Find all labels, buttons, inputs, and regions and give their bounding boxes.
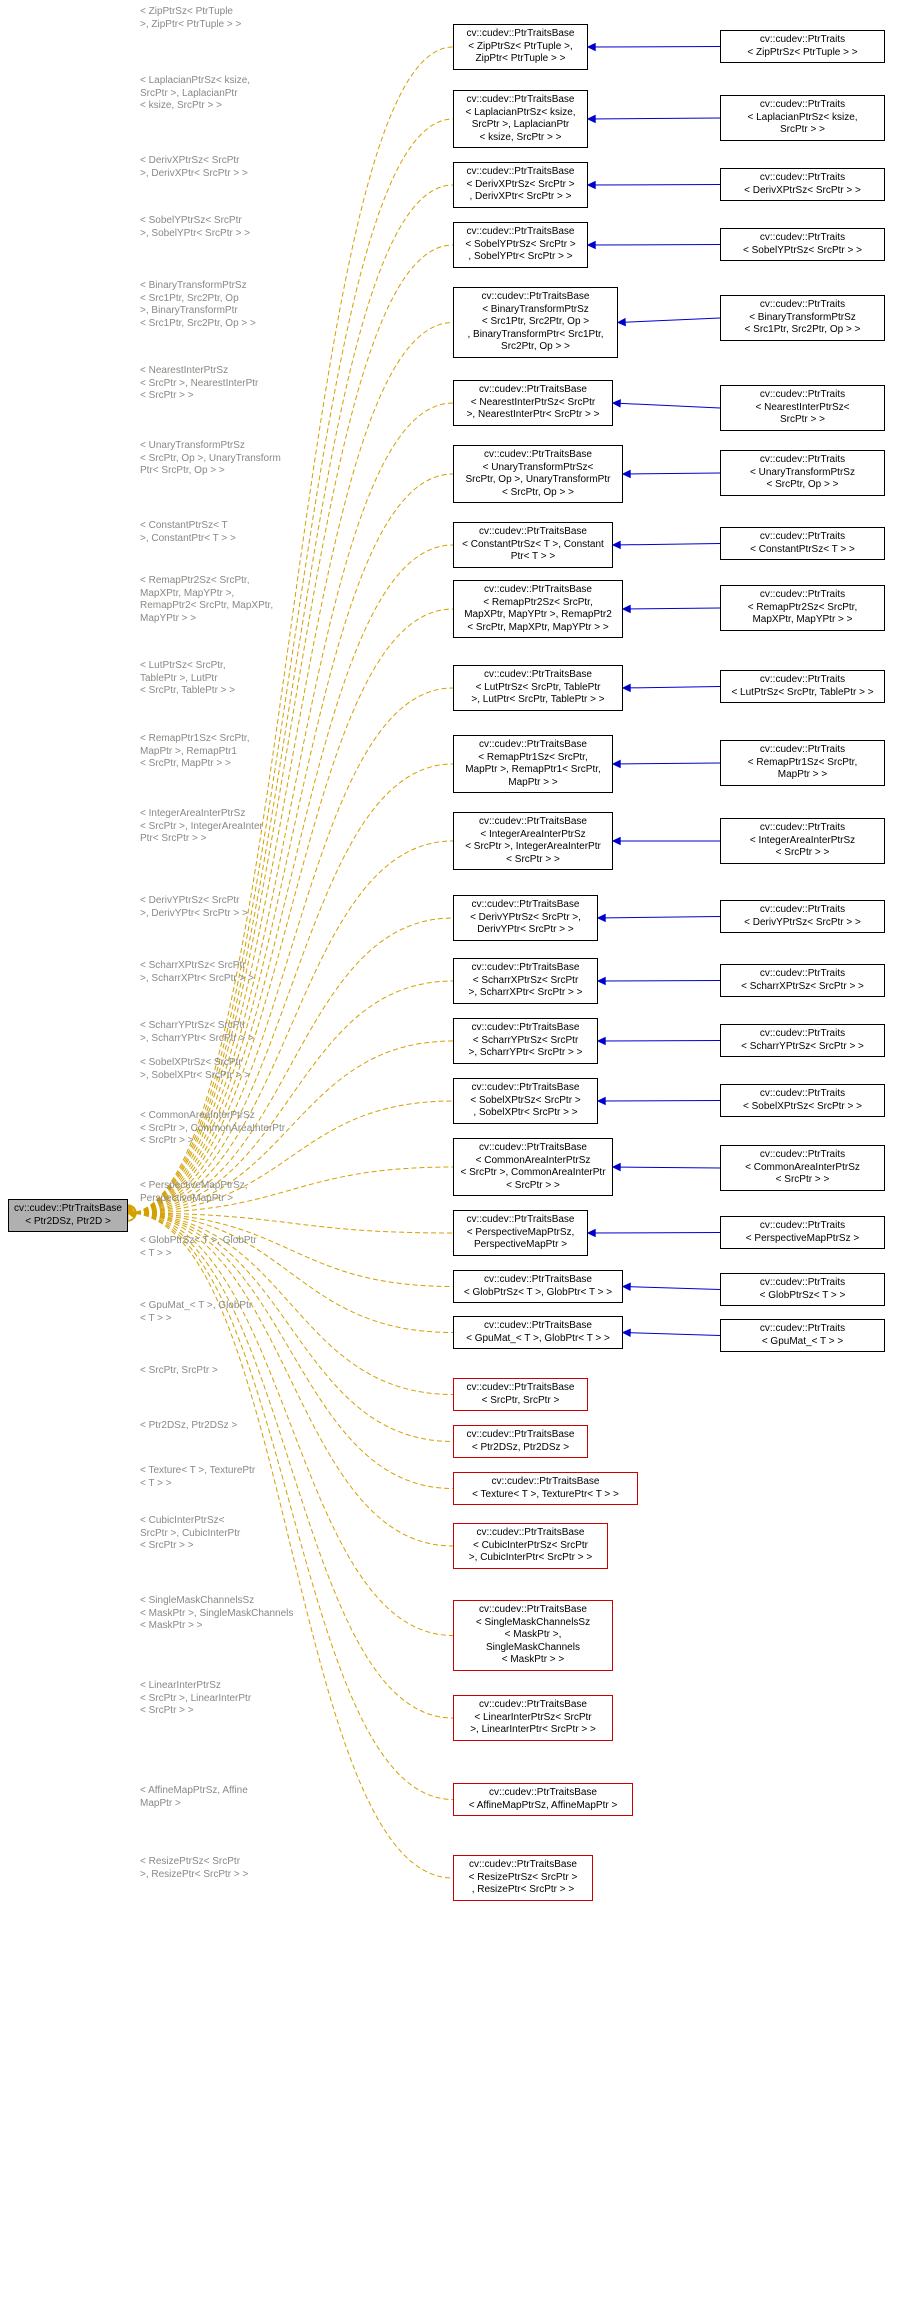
diagram-node[interactable]: cv::cudev::PtrTraitsBase< IntegerAreaInt… xyxy=(453,812,613,870)
diagram-node[interactable]: cv::cudev::PtrTraits< DerivXPtrSz< SrcPt… xyxy=(720,168,885,201)
diagram-node[interactable]: cv::cudev::PtrTraits< NearestInterPtrSz<… xyxy=(720,385,885,431)
diagram-node[interactable]: cv::cudev::PtrTraitsBase< SrcPtr, SrcPtr… xyxy=(453,1378,588,1411)
edge-label: < SobelYPtrSz< SrcPtr>, SobelYPtr< SrcPt… xyxy=(140,215,250,240)
diagram-node[interactable]: cv::cudev::PtrTraitsBase< ResizePtrSz< S… xyxy=(453,1855,593,1901)
diagram-node[interactable]: cv::cudev::PtrTraitsBase< DerivYPtrSz< S… xyxy=(453,895,598,941)
edge-label: < ScharrXPtrSz< SrcPtr>, ScharrXPtr< Src… xyxy=(140,960,254,985)
edge-label: < ConstantPtrSz< T>, ConstantPtr< T > > xyxy=(140,520,236,545)
edge-label: < NearestInterPtrSz< SrcPtr >, NearestIn… xyxy=(140,365,258,403)
edge-label: < RemapPtr1Sz< SrcPtr,MapPtr >, RemapPtr… xyxy=(140,733,250,771)
edge-label: < SingleMaskChannelsSz< MaskPtr >, Singl… xyxy=(140,1595,293,1633)
diagram-node[interactable]: cv::cudev::PtrTraits< SobelXPtrSz< SrcPt… xyxy=(720,1084,885,1117)
diagram-node[interactable]: cv::cudev::PtrTraitsBase< RemapPtr2Sz< S… xyxy=(453,580,623,638)
diagram-node[interactable]: cv::cudev::PtrTraitsBase< LutPtrSz< SrcP… xyxy=(453,665,623,711)
diagram-node[interactable]: cv::cudev::PtrTraitsBase< DerivXPtrSz< S… xyxy=(453,162,588,208)
diagram-node[interactable]: cv::cudev::PtrTraits< UnaryTransformPtrS… xyxy=(720,450,885,496)
edge-label: < LaplacianPtrSz< ksize,SrcPtr >, Laplac… xyxy=(140,75,250,113)
diagram-node[interactable]: cv::cudev::PtrTraitsBase< NearestInterPt… xyxy=(453,380,613,426)
edge-label: < LutPtrSz< SrcPtr,TablePtr >, LutPtr< S… xyxy=(140,660,235,698)
edge-label: < UnaryTransformPtrSz< SrcPtr, Op >, Una… xyxy=(140,440,281,478)
diagram-node[interactable]: cv::cudev::PtrTraitsBase< ScharrXPtrSz< … xyxy=(453,958,598,1004)
diagram-node[interactable]: cv::cudev::PtrTraitsBase< ZipPtrSz< PtrT… xyxy=(453,24,588,70)
diagram-node[interactable]: cv::cudev::PtrTraitsBase< SingleMaskChan… xyxy=(453,1600,613,1671)
diagram-node[interactable]: cv::cudev::PtrTraitsBase< LaplacianPtrSz… xyxy=(453,90,588,148)
diagram-node[interactable]: cv::cudev::PtrTraits< GpuMat_< T > > xyxy=(720,1319,885,1352)
diagram-node[interactable]: cv::cudev::PtrTraitsBase< SobelYPtrSz< S… xyxy=(453,222,588,268)
edge-label: < SobelXPtrSz< SrcPtr>, SobelXPtr< SrcPt… xyxy=(140,1057,250,1082)
edge-label: < ZipPtrSz< PtrTuple>, ZipPtr< PtrTuple … xyxy=(140,6,241,31)
diagram-node[interactable]: cv::cudev::PtrTraits< SobelYPtrSz< SrcPt… xyxy=(720,228,885,261)
edge-label: < DerivXPtrSz< SrcPtr>, DerivXPtr< SrcPt… xyxy=(140,155,248,180)
diagram-node[interactable]: cv::cudev::PtrTraits< PerspectiveMapPtrS… xyxy=(720,1216,885,1249)
edge-label: < LinearInterPtrSz< SrcPtr >, LinearInte… xyxy=(140,1680,251,1718)
diagram-node[interactable]: cv::cudev::PtrTraits< ConstantPtrSz< T >… xyxy=(720,527,885,560)
edge-label: < Ptr2DSz, Ptr2DSz > xyxy=(140,1420,237,1433)
edge-label: < GpuMat_< T >, GlobPtr< T > > xyxy=(140,1300,252,1325)
diagram-node[interactable]: cv::cudev::PtrTraits< GlobPtrSz< T > > xyxy=(720,1273,885,1306)
diagram-node[interactable]: cv::cudev::PtrTraits< BinaryTransformPtr… xyxy=(720,295,885,341)
edge-label: < ScharrYPtrSz< SrcPtr>, ScharrYPtr< Src… xyxy=(140,1020,254,1045)
diagram-node[interactable]: cv::cudev::PtrTraits< RemapPtr1Sz< SrcPt… xyxy=(720,740,885,786)
edge-label: < GlobPtrSz< T >, GlobPtr< T > > xyxy=(140,1235,257,1260)
diagram-node[interactable]: cv::cudev::PtrTraits< RemapPtr2Sz< SrcPt… xyxy=(720,585,885,631)
diagram-node[interactable]: cv::cudev::PtrTraitsBase< ScharrYPtrSz< … xyxy=(453,1018,598,1064)
edge-label: < CommonAreaInterPtrSz< SrcPtr >, Common… xyxy=(140,1110,285,1148)
diagram-node[interactable]: cv::cudev::PtrTraitsBase< SobelXPtrSz< S… xyxy=(453,1078,598,1124)
edge-label: < AffineMapPtrSz, AffineMapPtr > xyxy=(140,1785,248,1810)
diagram-node[interactable]: cv::cudev::PtrTraits< LaplacianPtrSz< ks… xyxy=(720,95,885,141)
diagram-node[interactable]: cv::cudev::PtrTraits< ScharrYPtrSz< SrcP… xyxy=(720,1024,885,1057)
diagram-node[interactable]: cv::cudev::PtrTraitsBase< Ptr2DSz, Ptr2D… xyxy=(8,1199,128,1232)
edge-label: < RemapPtr2Sz< SrcPtr,MapXPtr, MapYPtr >… xyxy=(140,575,273,625)
diagram-node[interactable]: cv::cudev::PtrTraitsBase< BinaryTransfor… xyxy=(453,287,618,358)
edge-label: < DerivYPtrSz< SrcPtr>, DerivYPtr< SrcPt… xyxy=(140,895,248,920)
edge-label: < Texture< T >, TexturePtr< T > > xyxy=(140,1465,255,1490)
edge-label: < SrcPtr, SrcPtr > xyxy=(140,1365,218,1378)
edge-label: < PerspectiveMapPtrSz,PerspectiveMapPtr … xyxy=(140,1180,248,1205)
diagram-node[interactable]: cv::cudev::PtrTraitsBase< CommonAreaInte… xyxy=(453,1138,613,1196)
diagram-node[interactable]: cv::cudev::PtrTraitsBase< ConstantPtrSz<… xyxy=(453,522,613,568)
diagram-node[interactable]: cv::cudev::PtrTraitsBase< LinearInterPtr… xyxy=(453,1695,613,1741)
diagram-node[interactable]: cv::cudev::PtrTraits< DerivYPtrSz< SrcPt… xyxy=(720,900,885,933)
edge-label: < CubicInterPtrSz<SrcPtr >, CubicInterPt… xyxy=(140,1515,240,1553)
diagram-node[interactable]: cv::cudev::PtrTraitsBase< Ptr2DSz, Ptr2D… xyxy=(453,1425,588,1458)
diagram-node[interactable]: cv::cudev::PtrTraitsBase< RemapPtr1Sz< S… xyxy=(453,735,613,793)
diagram-node[interactable]: cv::cudev::PtrTraits< CommonAreaInterPtr… xyxy=(720,1145,885,1191)
diagram-node[interactable]: cv::cudev::PtrTraitsBase< Texture< T >, … xyxy=(453,1472,638,1505)
diagram-node[interactable]: cv::cudev::PtrTraits< ScharrXPtrSz< SrcP… xyxy=(720,964,885,997)
edge-label: < IntegerAreaInterPtrSz< SrcPtr >, Integ… xyxy=(140,808,263,846)
diagram-node[interactable]: cv::cudev::PtrTraitsBase< GlobPtrSz< T >… xyxy=(453,1270,623,1303)
diagram-node[interactable]: cv::cudev::PtrTraitsBase< GpuMat_< T >, … xyxy=(453,1316,623,1349)
diagram-node[interactable]: cv::cudev::PtrTraitsBase< PerspectiveMap… xyxy=(453,1210,588,1256)
diagram-node[interactable]: cv::cudev::PtrTraits< ZipPtrSz< PtrTuple… xyxy=(720,30,885,63)
diagram-node[interactable]: cv::cudev::PtrTraitsBase< CubicInterPtrS… xyxy=(453,1523,608,1569)
diagram-node[interactable]: cv::cudev::PtrTraitsBase< UnaryTransform… xyxy=(453,445,623,503)
edge-label: < ResizePtrSz< SrcPtr>, ResizePtr< SrcPt… xyxy=(140,1856,248,1881)
diagram-node[interactable]: cv::cudev::PtrTraitsBase< AffineMapPtrSz… xyxy=(453,1783,633,1816)
diagram-node[interactable]: cv::cudev::PtrTraits< IntegerAreaInterPt… xyxy=(720,818,885,864)
edge-label: < BinaryTransformPtrSz< Src1Ptr, Src2Ptr… xyxy=(140,280,256,330)
diagram-node[interactable]: cv::cudev::PtrTraits< LutPtrSz< SrcPtr, … xyxy=(720,670,885,703)
